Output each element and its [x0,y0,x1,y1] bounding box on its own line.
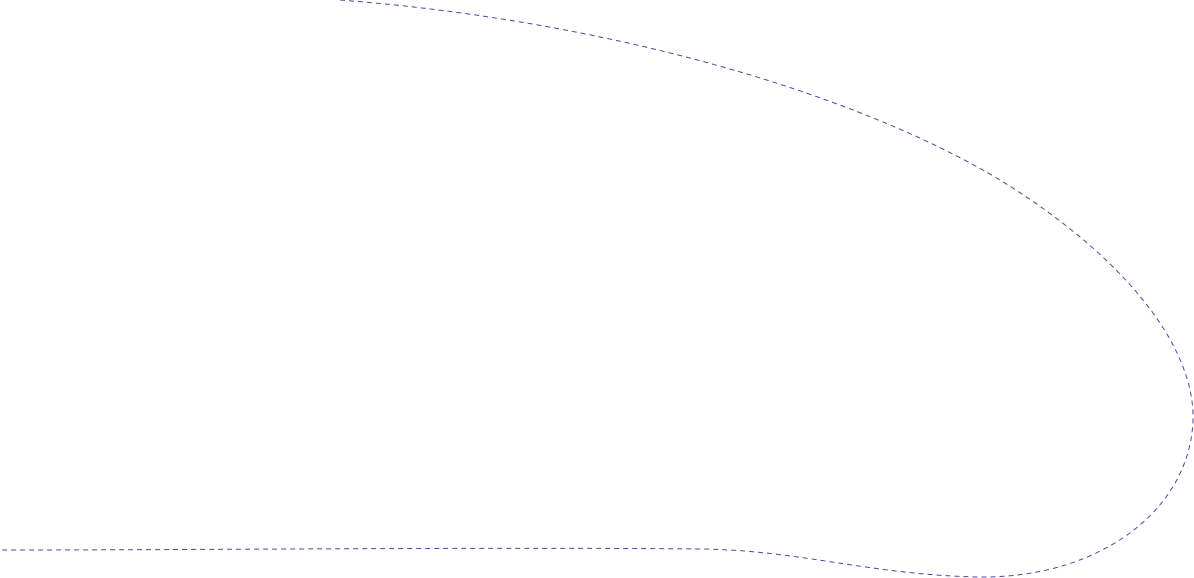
canvas [0,0,1194,578]
page [0,0,1194,578]
dashed-curve [0,0,1194,578]
